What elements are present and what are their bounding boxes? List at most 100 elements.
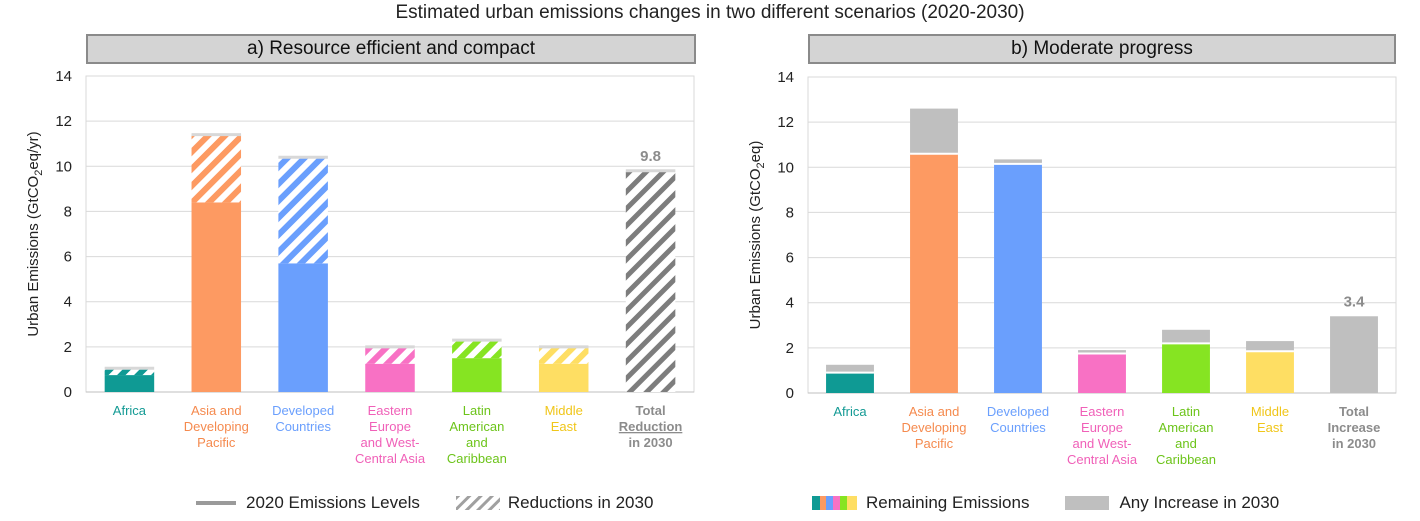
bar-increase [1162,329,1210,344]
multicolor-swatch-icon [812,496,857,510]
bar-total-reduction [625,170,676,392]
legend-label-remaining: Remaining Emissions [866,493,1030,512]
bar-remaining [910,153,958,393]
y-tick-label: 8 [64,203,72,220]
bar-reduction [452,340,502,359]
bar-remaining [104,375,155,392]
category-label: East [1257,420,1283,435]
legend-label-baseline: 2020 Emissions Levels [246,493,420,512]
legend-panel-b: Remaining Emissions Any Increase in 2030 [812,493,1315,513]
bar-reduction [278,157,328,264]
category-label: Pacific [197,435,236,450]
bar-increase [994,159,1042,164]
chart-title: Estimated urban emissions changes in two… [395,2,1025,23]
y-tick-label: 4 [64,294,72,311]
bar-reduction [191,134,242,203]
y-tick-label: 12 [55,113,72,130]
legend-panel-a: 2020 Emissions Levels Reductions in 2030 [196,493,689,513]
category-label: Central Asia [355,451,426,466]
panel-b-chart: 0 2 4 6 8 10 12 14 Urban Emissions (GtCO2eq) Afri… [747,69,1397,467]
bar-remaining [1162,343,1210,393]
baseline-line-icon [196,501,236,505]
category-label: and [1175,436,1197,451]
bar-remaining [365,363,415,392]
bar-remaining [191,202,242,392]
y-tick-label: 2 [786,340,794,357]
y-tick-label: 0 [786,385,794,402]
category-label: Europe [369,419,411,434]
hatch-swatch-icon [455,496,500,510]
category-label: and [466,435,488,450]
legend-item-reductions: Reductions in 2030 [455,493,654,513]
y-axis-label: Urban Emissions (GtCO2eq) [747,141,767,330]
panel-a-chart: 0 2 4 6 8 10 12 14 Urban Emissions (GtCO2eq/yr) A… [25,68,695,466]
category-label: Middle [1251,404,1289,419]
bar-remaining [538,363,589,392]
legend-label-reductions: Reductions in 2030 [507,493,654,512]
bar-increase [1246,341,1294,352]
bar-total-increase [1330,316,1378,393]
y-tick-label: 12 [777,114,794,131]
category-label: in 2030 [629,435,673,450]
panel-b-title: b) Moderate progress [808,34,1396,64]
category-label: Latin [1172,404,1200,419]
category-label: Latin [463,403,491,418]
bar-increase [826,364,874,373]
category-label: Developed [987,404,1049,419]
bar-reduction [538,346,589,364]
category-label: Countries [990,420,1046,435]
category-label: Pacific [915,436,954,451]
category-label: American [1159,420,1214,435]
total-value-label: 3.4 [1344,293,1366,310]
total-value-label: 9.8 [640,148,661,165]
y-tick-label: 6 [786,250,794,267]
y-tick-label: 2 [64,339,72,356]
legend-label-increase: Any Increase in 2030 [1119,493,1280,512]
panel-a-title: a) Resource efficient and compact [86,34,696,64]
bar-increase [1078,350,1126,354]
category-label: Caribbean [447,451,507,466]
category-label: Eastern [1080,404,1125,419]
legend-item-increase: Any Increase in 2030 [1065,493,1279,513]
bar-remaining [826,372,874,393]
category-label: Developed [272,403,334,418]
category-label: Africa [113,403,147,418]
plot-area [807,76,1397,394]
bar-reduction [104,368,155,376]
category-label: Asia and [191,403,242,418]
y-tick-label: 0 [64,384,72,401]
category-label: Developing [901,420,966,435]
legend-item-baseline: 2020 Emissions Levels [196,493,420,513]
y-tick-label: 8 [786,204,794,221]
bar-remaining [278,263,328,392]
category-label: Total [636,403,666,418]
category-label: Developing [184,419,249,434]
category-label: Middle [545,403,583,418]
category-label: Eastern [368,403,413,418]
category-label: American [449,419,504,434]
y-tick-label: 10 [777,159,794,176]
y-tick-label: 4 [786,295,794,312]
legend-item-remaining: Remaining Emissions [812,493,1029,513]
category-label: Africa [833,404,867,419]
bar-reduction [365,346,415,364]
bar-remaining [452,358,502,392]
category-label: Countries [275,419,331,434]
plot-area [85,75,695,393]
y-axis-label: Urban Emissions (GtCO2eq/yr) [25,131,45,336]
category-label: Europe [1081,420,1123,435]
gray-swatch-icon [1065,496,1110,510]
bar-remaining [1078,353,1126,393]
y-tick-label: 14 [777,69,794,86]
bar-remaining [1246,351,1294,393]
category-label: and West- [360,435,419,450]
category-label: Total [1339,404,1369,419]
y-tick-label: 10 [55,158,72,175]
category-label: in 2030 [1332,436,1376,451]
category-label: Caribbean [1156,452,1216,467]
bar-increase [910,108,958,154]
y-tick-label: 14 [55,68,72,85]
y-tick-label: 6 [64,249,72,266]
category-label: Asia and [909,404,960,419]
